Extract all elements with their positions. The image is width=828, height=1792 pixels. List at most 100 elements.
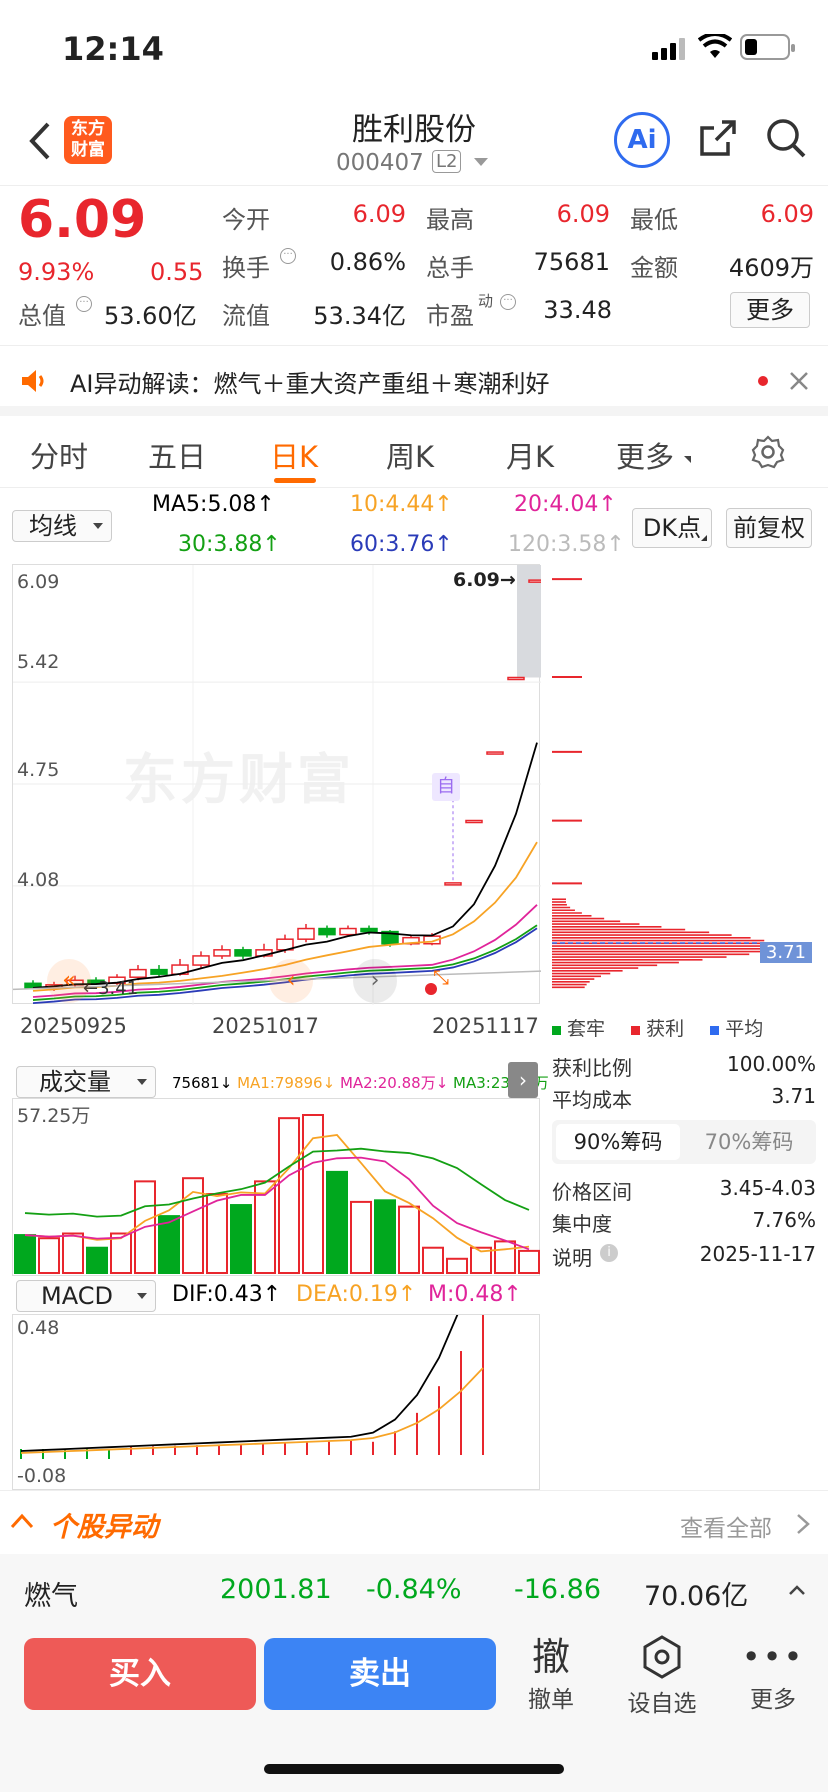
view-all-link[interactable]: 查看全部 xyxy=(680,1516,772,1542)
limit-up-band xyxy=(517,565,541,678)
level-badge: L2 xyxy=(432,150,462,173)
sell-button[interactable]: 卖出 xyxy=(264,1638,496,1710)
pe-value: 33.48 xyxy=(543,296,612,324)
sector-name: 燃气 xyxy=(24,1581,78,1612)
macd-min-label: -0.08 xyxy=(17,1465,67,1487)
ma-line xyxy=(32,927,538,1004)
ma-line xyxy=(32,904,538,998)
volume-max-label: 57.25万 xyxy=(17,1105,91,1127)
unread-dot xyxy=(758,376,768,386)
dif-line xyxy=(20,1239,484,1452)
ma10-value: 10:4.44↑ xyxy=(350,492,453,517)
sector-price: 2001.81 xyxy=(220,1574,332,1605)
volume-bar xyxy=(206,1193,228,1274)
ai-assistant-button[interactable]: Ai xyxy=(614,112,670,168)
volume-legend: 75681↓ MA1:79896↓ MA2:20.88万↓ MA3:23.75万 xyxy=(172,1074,549,1092)
dk-point-button[interactable]: DK点 xyxy=(632,508,712,548)
macd-max-label: 0.48 xyxy=(17,1317,60,1339)
ma120-value: 120:3.58↑ xyxy=(508,532,625,557)
watchlist-mark[interactable]: 自 xyxy=(432,773,460,801)
chevron-up-icon[interactable] xyxy=(788,1584,806,1596)
info-icon[interactable]: ··· xyxy=(500,294,516,310)
ma5-value: MA5:5.08↑ xyxy=(152,492,275,517)
tab-more[interactable]: 更多 xyxy=(616,440,675,474)
volume-select[interactable]: 成交量 xyxy=(16,1066,156,1098)
add-watchlist-button[interactable]: 设自选 xyxy=(620,1634,704,1724)
candle xyxy=(528,579,541,583)
settings-icon[interactable] xyxy=(750,434,786,470)
buy-button[interactable]: 买入 xyxy=(24,1638,256,1710)
high-price-marker: 6.09→ xyxy=(453,569,516,591)
tab-chip-70[interactable]: 70%筹码 xyxy=(704,1130,794,1154)
tab-five-day[interactable]: 五日 xyxy=(148,440,207,474)
volume-bar xyxy=(470,1246,492,1275)
indicator-select[interactable]: 均线 xyxy=(12,510,112,542)
dropdown-icon[interactable] xyxy=(474,158,488,166)
tab-weekly-k[interactable]: 周K xyxy=(386,440,435,474)
macd-select[interactable]: MACD xyxy=(16,1280,156,1312)
chevron-up-icon xyxy=(10,1513,34,1529)
chip-date: 2025-11-17 xyxy=(699,1242,816,1266)
expand-right-icon[interactable]: › xyxy=(508,1062,538,1098)
stock-name: 胜利股份 xyxy=(352,112,476,148)
status-bar: 12:14 xyxy=(0,0,828,100)
info-icon[interactable]: ··· xyxy=(280,248,296,264)
scroll-left-button[interactable]: ‹ xyxy=(269,959,313,1003)
sector-amount: 70.06亿 xyxy=(644,1581,749,1612)
info-icon[interactable]: ··· xyxy=(76,296,92,312)
volume-bar xyxy=(14,1234,36,1274)
low-label: 最低 xyxy=(630,206,678,234)
cancel-order-button[interactable]: 撤 撤单 xyxy=(516,1634,586,1724)
total-cap-label: 总值 xyxy=(18,302,66,330)
more-actions-button[interactable]: ••• 更多 xyxy=(738,1634,808,1724)
clock: 12:14 xyxy=(62,30,164,68)
volume-bar xyxy=(278,1117,300,1274)
change-percent: 9.93% xyxy=(18,258,95,286)
pe-dynamic-label: 动 xyxy=(478,292,494,310)
tab-monthly-k[interactable]: 月K xyxy=(506,440,555,474)
chip-distribution[interactable]: 3.71 xyxy=(548,564,816,1004)
concentration-value: 7.76% xyxy=(752,1208,816,1232)
candle xyxy=(297,927,315,940)
more-quote-button[interactable]: 更多 xyxy=(730,292,810,328)
volume-bar xyxy=(86,1246,108,1275)
ai-insight-bar[interactable]: AI异动解读：燃气＋重大资产重组＋寒潮利好 xyxy=(0,346,828,416)
open-label: 今开 xyxy=(222,206,270,234)
search-icon[interactable] xyxy=(764,116,808,160)
float-cap-value: 53.34亿 xyxy=(313,302,406,330)
scroll-right-button[interactable]: › xyxy=(353,959,397,1003)
signal-icon xyxy=(652,36,688,60)
volume-bar xyxy=(518,1249,540,1275)
y-label: 5.42 xyxy=(17,651,60,673)
avg-cost-label: 平均成本 xyxy=(552,1088,632,1112)
expand-icon[interactable]: ⤡ xyxy=(433,965,449,989)
stock-anomaly-header[interactable]: 个股异动 查看全部 xyxy=(0,1490,828,1554)
candle xyxy=(318,927,336,936)
profit-ratio-label: 获利比例 xyxy=(552,1056,632,1080)
kline-canvas xyxy=(13,565,541,1005)
tab-daily-k[interactable]: 日K xyxy=(270,440,319,474)
chevron-right-icon xyxy=(797,1514,810,1534)
ma20-value: 20:4.04↑ xyxy=(514,492,617,517)
sector-row[interactable]: 燃气 2001.81 -0.84% -16.86 70.06亿 xyxy=(0,1554,828,1628)
chip-canvas xyxy=(552,578,810,989)
tab-intraday[interactable]: 分时 xyxy=(30,440,89,474)
close-icon[interactable] xyxy=(788,370,810,392)
back-icon[interactable] xyxy=(26,120,52,162)
share-icon[interactable] xyxy=(696,116,740,160)
candle xyxy=(444,882,462,886)
chip-legend: 套牢 获利 平均 xyxy=(552,1014,763,1041)
last-price: 6.09 xyxy=(18,190,147,250)
bottom-action-bar: 买入 卖出 撤 撤单 设自选 ••• 更多 xyxy=(0,1628,828,1792)
battery-icon xyxy=(740,34,795,60)
kline-chart[interactable]: 东方财富 6.09 5.42 4.75 4.08 ←3.41 6.09→ 自 «… xyxy=(12,564,541,1005)
ai-insight-text: AI异动解读：燃气＋重大资产重组＋寒潮利好 xyxy=(70,370,550,398)
period-tabs: 分时 五日 日K 周K 月K 更多 xyxy=(0,416,828,488)
info-icon[interactable]: i xyxy=(600,1244,618,1262)
volume-value: 75681 xyxy=(533,248,610,276)
scroll-left-fast-button[interactable]: « xyxy=(47,959,91,1003)
tab-chip-90[interactable]: 90%筹码 xyxy=(556,1124,680,1160)
adjust-price-button[interactable]: 前复权 xyxy=(726,508,812,548)
y-label: 4.08 xyxy=(17,869,60,891)
tab-more-arrow-icon xyxy=(684,456,691,463)
